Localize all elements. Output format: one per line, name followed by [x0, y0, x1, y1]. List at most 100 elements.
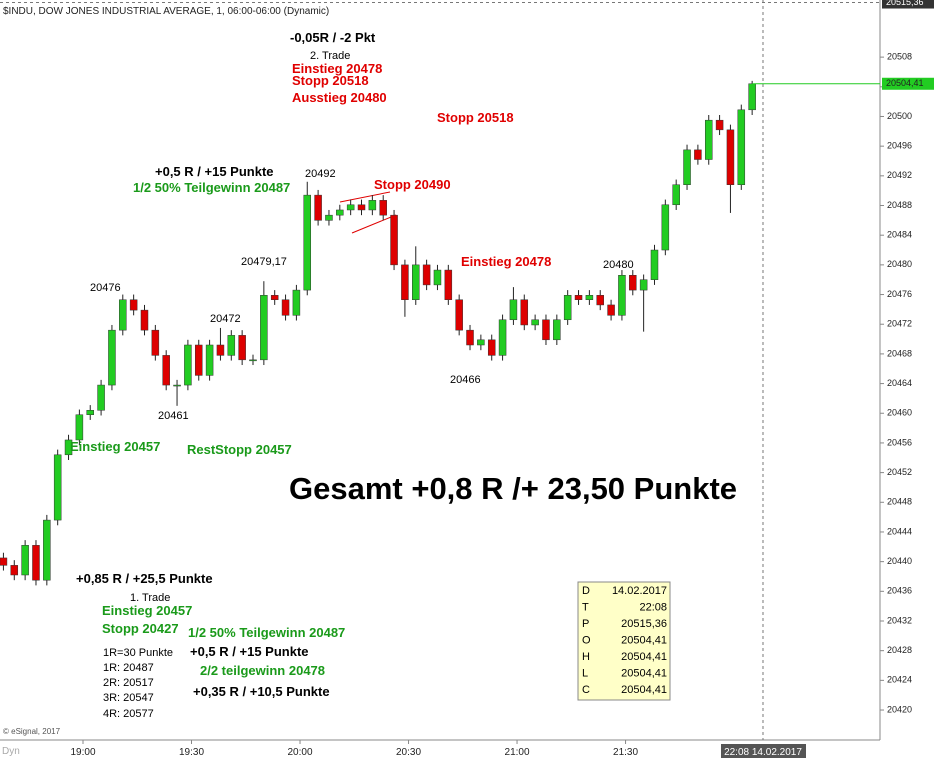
candle-body [455, 299, 463, 331]
annotation: +0,35 R / +10,5 Punkte [193, 684, 330, 699]
candle-body [487, 339, 496, 356]
y-tick-label: 20500 [887, 111, 912, 121]
candle-body [639, 279, 648, 291]
candle-body [390, 214, 398, 266]
candle-body [97, 384, 105, 411]
candle-body [607, 304, 615, 316]
candle-body [563, 295, 572, 321]
y-tick-label: 20432 [887, 615, 912, 625]
annotation: 2/2 teilgewinn 20478 [200, 663, 325, 678]
annotation: Einstieg 20478 [461, 254, 551, 269]
candle-body [444, 269, 453, 300]
candle-body [433, 269, 442, 286]
annotation: 4R: 20577 [103, 708, 154, 720]
candle-body [466, 329, 474, 346]
candle-body [75, 414, 84, 441]
annotation: Stopp 20518 [437, 110, 514, 125]
candle-body [194, 344, 203, 376]
annotation: 1R=30 Punkte [103, 647, 173, 659]
candle-body [412, 264, 420, 300]
candle-body [618, 275, 626, 316]
candle-body [260, 295, 268, 361]
annotation: Ausstieg 20480 [292, 90, 387, 105]
candle-body [86, 410, 94, 415]
copyright: © eSignal, 2017 [3, 727, 61, 736]
y-tick-label: 20424 [887, 675, 912, 685]
candle-body [553, 319, 561, 341]
annotation: Stopp 20518 [292, 73, 369, 88]
y-tick-label: 20456 [887, 437, 912, 447]
candle-body [629, 275, 637, 291]
candle-body [325, 214, 333, 221]
candle-body [140, 309, 149, 331]
x-tick-label: 19:00 [70, 747, 95, 758]
annotation: Stopp 20490 [374, 177, 451, 192]
candle-body [650, 249, 659, 280]
x-tick-label: 20:00 [288, 747, 313, 758]
y-tick-label: 20468 [887, 348, 912, 358]
annotation: Stopp 20427 [102, 621, 179, 636]
candle-body [737, 109, 746, 185]
data-window-key: D [582, 585, 590, 597]
y-tick-label: 20440 [887, 556, 912, 566]
data-window-value: 20504,41 [621, 651, 667, 663]
annotation: -0,05R / -2 Pkt [290, 30, 376, 45]
candle-body [379, 200, 387, 216]
candle-body [21, 545, 29, 576]
candle-body [151, 329, 160, 356]
annotation: 2R: 20517 [103, 677, 154, 689]
data-window-value: 22:08 [639, 602, 667, 614]
candle-body [346, 204, 355, 211]
y-tick-label: 20492 [887, 170, 912, 180]
y-tick-label: 20420 [887, 704, 912, 714]
candle-body [205, 344, 214, 376]
y-tick-label: 20428 [887, 645, 912, 655]
annotation: 20476 [90, 282, 121, 294]
candle-body [477, 339, 485, 346]
candle-body [574, 295, 583, 300]
annotation: 1. Trade [130, 592, 170, 604]
annotation: Einstieg 20457 [102, 603, 192, 618]
annotation: 20472 [210, 313, 241, 325]
candle-body [509, 299, 518, 321]
x-tick-label: 20:30 [396, 747, 421, 758]
data-window-key: H [582, 651, 590, 663]
candle-body [498, 319, 507, 356]
x-tick-label: 21:30 [613, 747, 638, 758]
annotation: 1R: 20487 [103, 662, 154, 674]
candle-body [683, 149, 691, 185]
data-window-value: 20515,36 [621, 618, 667, 630]
candle-body [281, 299, 290, 316]
candle-body [216, 344, 225, 356]
candle-body [32, 545, 40, 581]
annotation: Einstieg 20457 [70, 439, 160, 454]
candle-body [585, 295, 594, 300]
candle-body [129, 299, 138, 311]
candle-body [238, 335, 246, 361]
candle-body [108, 329, 116, 386]
candle-body [249, 359, 257, 362]
candle-body [303, 194, 312, 291]
annotation: 20492 [305, 168, 336, 180]
data-window-key: P [582, 618, 589, 630]
annotation: Einstieg 20478 [292, 61, 382, 76]
y-tick-label: 20496 [887, 141, 912, 151]
annotation: 1/2 50% Teilgewinn 20487 [133, 180, 290, 195]
candle-body [43, 519, 51, 581]
y-tick-label: 20480 [887, 259, 912, 269]
data-window: D 14.02.2017 T 22:08 P 20515,36 O 20504,41 H 2050… [577, 581, 671, 701]
data-window-value: 20504,41 [621, 684, 667, 696]
data-window-key: C [582, 684, 590, 696]
x-tick-label: 21:00 [505, 747, 530, 758]
candle-body [119, 299, 127, 331]
candle-body [162, 355, 170, 386]
cursor-price-box [882, 0, 934, 9]
candle-body [173, 384, 181, 387]
data-window-value: 20504,41 [621, 668, 667, 680]
annotation: 2. Trade [310, 50, 350, 62]
candle-body [672, 184, 680, 206]
data-window-box [577, 581, 671, 701]
candle-body [748, 83, 756, 111]
candle-body [227, 335, 236, 356]
candle-body [270, 295, 279, 300]
